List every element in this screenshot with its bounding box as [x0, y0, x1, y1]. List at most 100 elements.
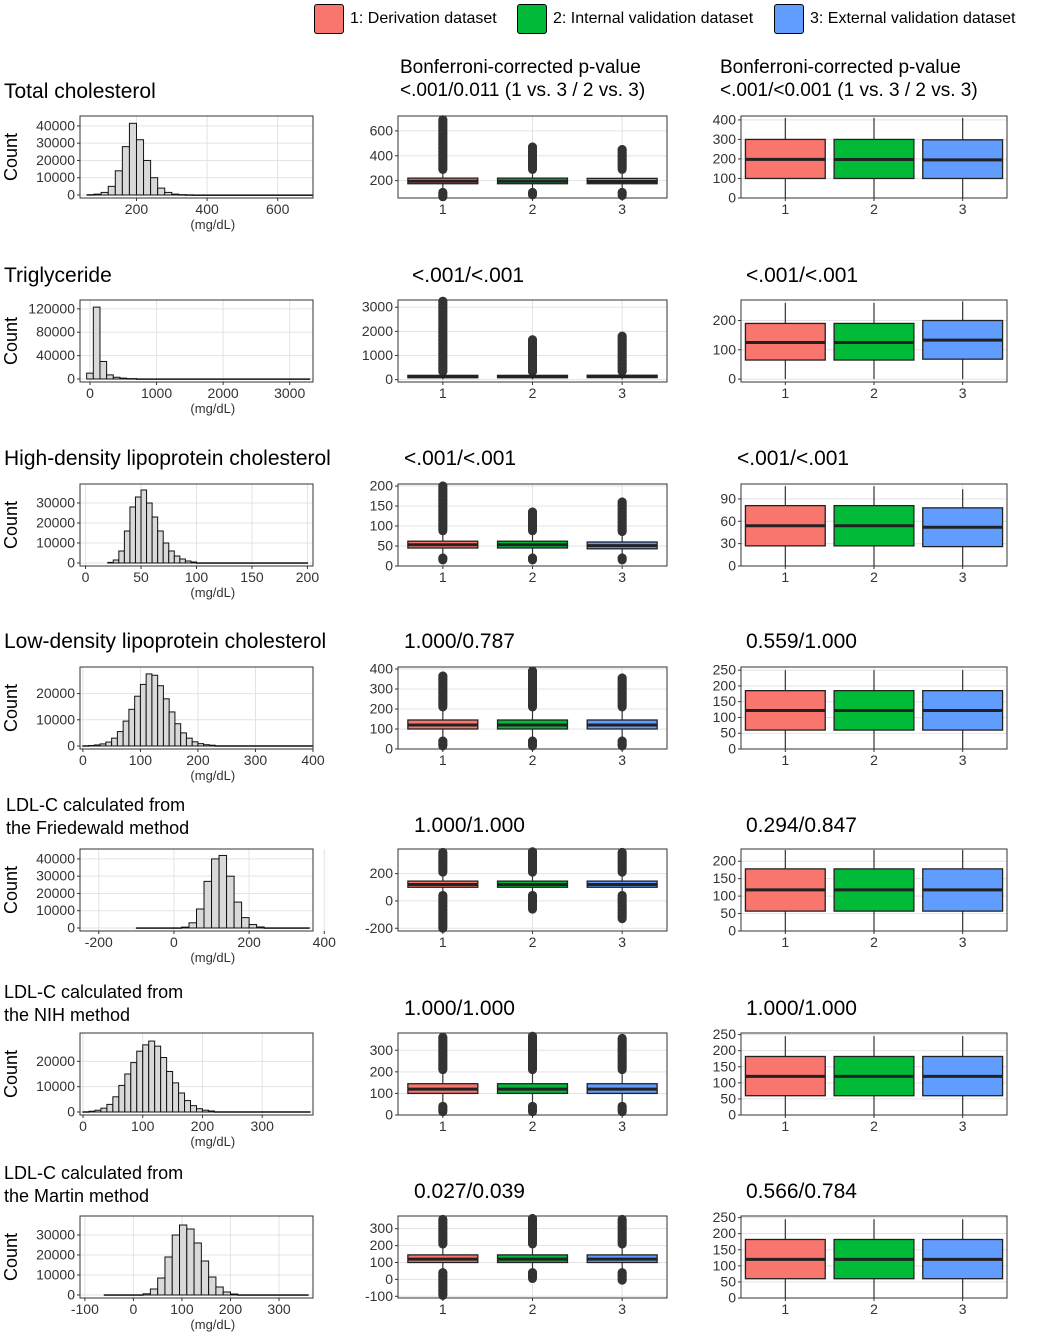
histogram-bar [129, 506, 136, 564]
outlier-point [438, 699, 448, 709]
histogram-bar [114, 170, 123, 196]
x-tick-label: 3 [618, 201, 626, 217]
x-axis-label: (mg/dL) [190, 1317, 235, 1332]
y-tick-label: 90 [720, 490, 736, 506]
histogram-bar [208, 1276, 217, 1296]
y-tick-label: 20000 [36, 152, 75, 168]
x-tick-label: 2 [529, 934, 537, 950]
panel-border [79, 115, 314, 199]
x-tick-label: 0 [79, 752, 87, 768]
y-tick-label: 100 [370, 1085, 394, 1101]
x-tick-label: 2000 [208, 385, 239, 401]
outlier-point [528, 864, 537, 874]
histogram-bar [196, 1108, 203, 1113]
histogram-bar [142, 1293, 151, 1296]
y-tick-label: 0 [67, 1104, 75, 1120]
row-title-nih: LDL-C calculated from the NIH method [4, 981, 183, 1027]
x-tick-label: 1 [439, 385, 447, 401]
panel-border [79, 848, 314, 932]
boxplot-zoom: 1 2 3 0 100 200 [713, 299, 1008, 401]
y-tick-label: 100 [370, 1254, 394, 1270]
outlier-point [617, 1061, 627, 1071]
outlier-point [438, 865, 448, 875]
x-tick-label: 1 [781, 569, 789, 585]
y-tick-label: 200 [370, 1063, 394, 1079]
row-title-total-cholesterol: Total cholesterol [4, 80, 156, 103]
legend-item-derivation: 1: Derivation dataset [314, 3, 497, 35]
y-tick-label: 150 [713, 1241, 737, 1257]
y-tick-label: 0 [728, 371, 736, 387]
x-tick-label: -100 [71, 1301, 99, 1317]
y-tick-label: 10000 [36, 535, 75, 551]
x-tick-label: 300 [244, 752, 268, 768]
histogram-bar [143, 159, 152, 196]
histogram-bar [179, 1224, 188, 1296]
histogram-bar [86, 194, 95, 196]
histogram-bar [93, 193, 102, 196]
histogram-bar [151, 516, 159, 564]
histogram-bar [126, 378, 138, 380]
y-tick-label: 0 [67, 1287, 75, 1303]
histogram-bar [166, 1070, 174, 1113]
y-tick-label: 300 [370, 1042, 394, 1058]
x-tick-label: 1 [781, 934, 789, 950]
p-value-right-4: 0.294/0.847 [746, 814, 857, 837]
y-tick-label: 10000 [36, 711, 75, 727]
y-tick-label: 200 [713, 1225, 737, 1241]
outlier-point [617, 740, 627, 749]
panel-border [79, 1215, 314, 1299]
x-tick-label: 0 [79, 1118, 87, 1134]
x-tick-label: 1 [439, 201, 447, 217]
histogram-bar [229, 1293, 239, 1296]
outlier-point [617, 366, 627, 376]
x-tick-label: 400 [301, 752, 325, 768]
row-title-line: the Martin method [4, 1186, 150, 1206]
y-tick-label: 40000 [36, 850, 75, 866]
boxplot-full: 1 2 3 0 100 200 300 [370, 1031, 668, 1134]
histogram-bar [180, 732, 187, 747]
x-axis-label: (mg/dL) [190, 950, 235, 965]
x-tick-label: 100 [129, 752, 153, 768]
y-tick-label: 100 [713, 1074, 737, 1090]
x-tick-label: 3 [959, 385, 967, 401]
histogram-bar [184, 560, 192, 564]
x-tick-label: 1 [439, 1301, 447, 1317]
histogram-bar [185, 737, 193, 747]
histogram-bar [171, 1234, 181, 1296]
outlier-point [438, 1239, 448, 1249]
p-value-mid-3: 1.000/0.787 [404, 630, 515, 653]
histogram-bar [162, 698, 170, 747]
histogram-bar [118, 1084, 126, 1113]
outlier-point [528, 1271, 537, 1281]
p-value-mid-0: Bonferroni-corrected p-value <.001/0.011… [400, 56, 645, 102]
y-tick-label: 0 [385, 558, 393, 574]
panel-border [740, 1032, 1008, 1116]
outlier-point [528, 701, 537, 711]
y-tick-label: 200 [370, 865, 394, 881]
x-tick-label: 1 [439, 569, 447, 585]
outlier-point [438, 1105, 448, 1115]
histogram-bar [99, 743, 107, 747]
x-axis-label: (mg/dL) [190, 1134, 235, 1149]
y-tick-label: 50 [720, 905, 736, 921]
x-tick-label: 3 [959, 1118, 967, 1134]
y-tick-label: 20000 [36, 515, 75, 531]
histogram-bar [157, 530, 164, 564]
outlier-point [617, 187, 627, 197]
outlier-point [438, 1064, 448, 1074]
y-tick-label: 250 [713, 1209, 737, 1225]
row-title-friedewald: LDL-C calculated from the Friedewald met… [6, 794, 189, 840]
p-value-right-6: 0.566/0.784 [746, 1180, 857, 1203]
histogram-bar [103, 1294, 144, 1296]
histogram-bar [148, 1040, 156, 1113]
y-tick-label: 40000 [36, 347, 75, 363]
histogram-bar [86, 372, 94, 380]
y-tick-label: 0 [728, 190, 736, 206]
x-tick-label: 3000 [274, 385, 305, 401]
x-tick-label: 100 [131, 1118, 155, 1134]
outlier-point [438, 523, 448, 533]
